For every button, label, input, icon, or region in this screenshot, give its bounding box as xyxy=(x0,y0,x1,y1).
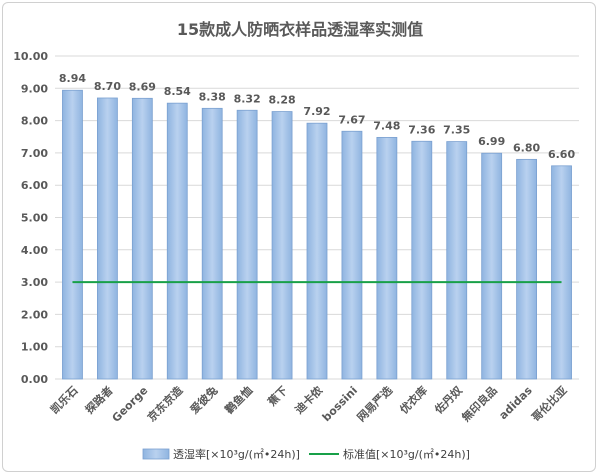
chart-frame: 15款成人防晒衣样品透湿率实测值 0.00 1.00 2.00 3.00 4.00 5.0… xyxy=(2,2,596,472)
x-tick-label: 無印良品 xyxy=(459,383,500,424)
data-label: 8.94 xyxy=(59,72,86,85)
x-tick-label: 蕉下 xyxy=(264,383,290,409)
legend-label-bar: 透湿率[×10³g/(㎡•24h)] xyxy=(173,447,300,461)
data-label: 8.69 xyxy=(129,80,156,93)
bar-chart: 15款成人防晒衣样品透湿率实测值 0.00 1.00 2.00 3.00 4.00 5.0… xyxy=(13,20,579,461)
x-tick-label: 爱彼兔 xyxy=(187,383,220,416)
data-label: 8.32 xyxy=(234,92,261,105)
y-tick-label: 6.00 xyxy=(21,179,48,192)
x-tick-label: 凯乐石 xyxy=(47,383,80,416)
y-axis-ticks: 0.00 1.00 2.00 3.00 4.00 5.00 6.00 7.00 8.00 9.00… xyxy=(13,50,48,386)
bar xyxy=(97,97,118,380)
x-tick-label: 网易严选 xyxy=(354,383,395,424)
y-tick-label: 8.00 xyxy=(21,115,48,128)
bar xyxy=(62,89,83,380)
x-tick-label: 京东京造 xyxy=(144,383,186,425)
data-label: 6.60 xyxy=(548,148,575,161)
data-label: 7.92 xyxy=(303,105,330,118)
data-label: 7.48 xyxy=(373,119,400,132)
bar xyxy=(201,107,223,380)
y-tick-label: 3.00 xyxy=(21,276,48,289)
bar xyxy=(481,152,503,380)
data-label: 6.99 xyxy=(478,135,505,148)
data-label: 7.67 xyxy=(338,113,365,126)
y-tick-label: 10.00 xyxy=(13,50,48,63)
legend: 透湿率[×10³g/(㎡•24h)] 标准值[×10³g/(㎡•24h)] xyxy=(142,447,470,461)
bar xyxy=(411,140,433,380)
bar xyxy=(446,141,468,380)
y-tick-label: 7.00 xyxy=(21,147,48,160)
data-labels: 8.94 8.70 8.69 8.54 8.38 8.32 8.28 7.92 7.67 7.48… xyxy=(59,72,576,161)
bar xyxy=(271,111,293,380)
y-tick-label: 4.00 xyxy=(21,244,48,257)
x-tick-label: 探路者 xyxy=(82,383,115,416)
y-tick-label: 5.00 xyxy=(21,212,48,225)
bar xyxy=(376,136,398,380)
bar xyxy=(131,97,153,380)
data-label: 8.28 xyxy=(268,94,295,107)
x-tick-label: 迪卡侬 xyxy=(292,383,326,417)
bar xyxy=(306,122,328,380)
y-tick-label: 0.00 xyxy=(21,373,48,386)
bar-series xyxy=(62,89,572,380)
y-tick-label: 2.00 xyxy=(21,308,48,321)
bar xyxy=(516,158,537,380)
bar xyxy=(341,130,363,380)
y-tick-label: 1.00 xyxy=(21,341,48,354)
bar xyxy=(236,109,258,380)
data-label: 8.38 xyxy=(199,90,226,103)
bar xyxy=(166,102,188,380)
x-tick-label: 鹳鱼恤 xyxy=(222,383,255,416)
x-tick-label: 优衣库 xyxy=(397,383,430,416)
data-label: 8.54 xyxy=(164,85,191,98)
x-tick-label: 佐丹奴 xyxy=(431,383,466,418)
y-tick-label: 9.00 xyxy=(21,82,48,95)
x-tick-label: 哥伦比亚 xyxy=(529,383,570,424)
x-tick-label: George xyxy=(110,384,151,425)
chart-title: 15款成人防晒衣样品透湿率实测值 xyxy=(177,20,423,39)
data-label: 8.70 xyxy=(94,80,121,93)
legend-label-line: 标准值[×10³g/(㎡•24h)] xyxy=(343,447,470,461)
x-tick-label: bossini xyxy=(320,384,360,424)
data-label: 6.80 xyxy=(513,141,540,154)
legend-swatch-bar xyxy=(142,448,170,460)
bar xyxy=(551,165,572,380)
data-label: 7.36 xyxy=(408,123,435,136)
data-label: 7.35 xyxy=(443,124,470,137)
